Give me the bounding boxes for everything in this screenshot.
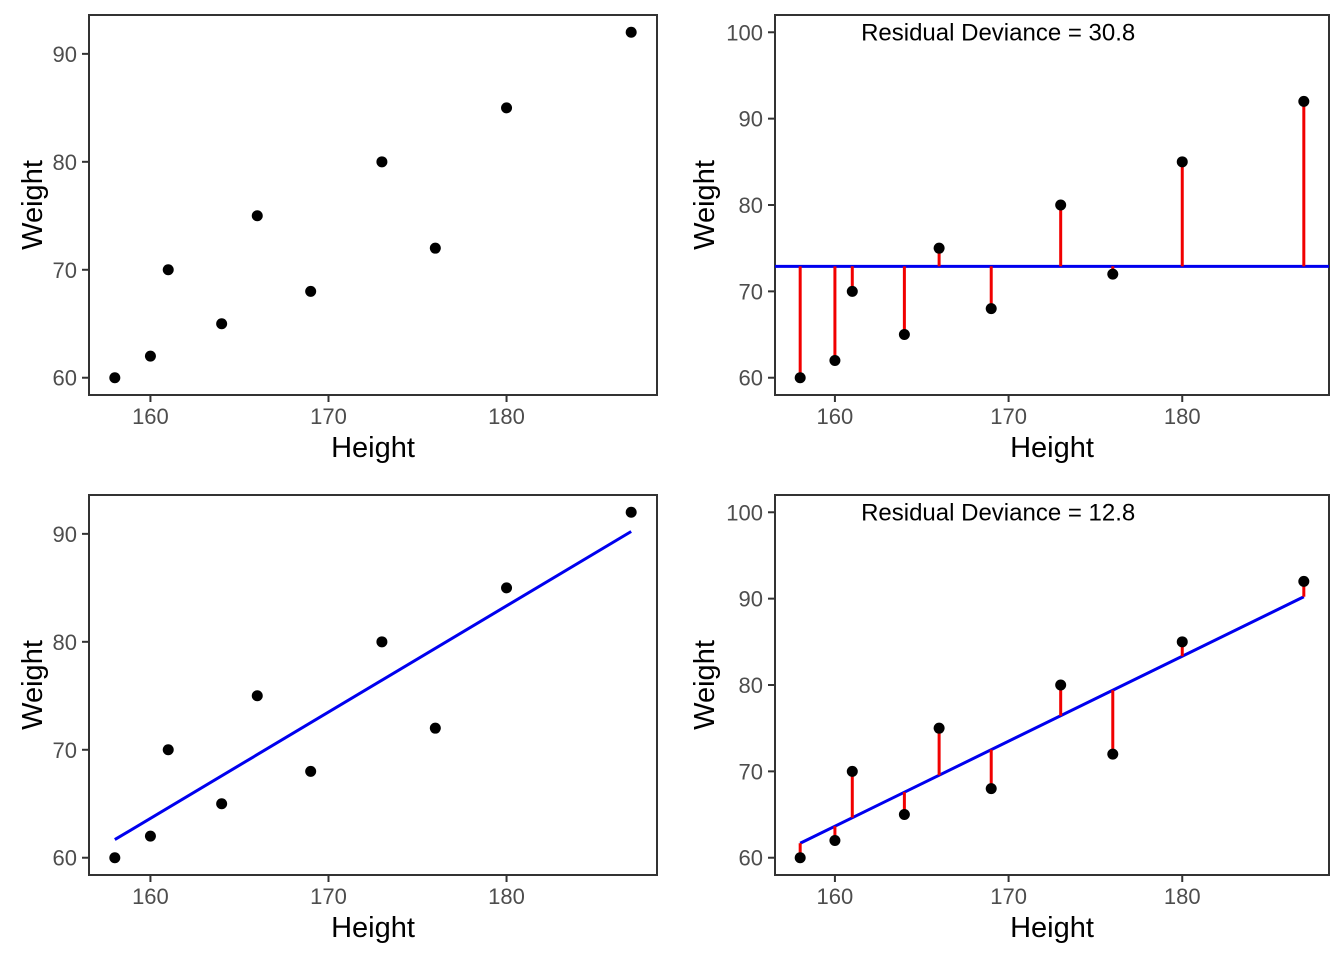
- data-point: [898, 809, 910, 821]
- data-point: [429, 242, 441, 254]
- chart-mean-model-residuals: 160 170 180 60 70 80 90 100 Height Weight Residual…: [689, 14, 1330, 464]
- y-axis-tick-label: 100: [726, 500, 763, 525]
- x-axis-tick-label: 170: [310, 884, 347, 909]
- x-axis-tick-label: 160: [817, 404, 854, 429]
- data-point: [216, 318, 228, 330]
- y-axis-title: Weight: [17, 160, 49, 250]
- y-axis-title: Weight: [689, 640, 721, 730]
- data-point: [144, 350, 156, 362]
- data-point: [501, 102, 513, 114]
- y-axis-title: Weight: [689, 160, 721, 250]
- x-axis-title: Height: [331, 432, 415, 464]
- x-axis-tick-label: 180: [488, 404, 525, 429]
- panel-border: [88, 494, 658, 876]
- x-axis-tick-label: 170: [990, 404, 1027, 429]
- data-point: [846, 765, 858, 777]
- y-axis-tick-label: 60: [739, 846, 763, 871]
- data-point: [109, 852, 121, 864]
- fit-line: [114, 530, 632, 841]
- data-point: [162, 264, 174, 276]
- x-axis-tick-label: 160: [132, 404, 169, 429]
- data-point: [305, 285, 317, 297]
- x-axis-title: Height: [331, 912, 415, 944]
- data-point: [933, 722, 945, 734]
- panel-border: [774, 14, 1330, 396]
- data-point: [501, 582, 513, 594]
- data-point: [251, 690, 263, 702]
- panel-observed-scatter: 160 170 180 60 70 80 90 Height Weight: [0, 0, 672, 480]
- y-axis-tick-label: 90: [739, 107, 763, 132]
- panel-fitted-regression-line: 160 170 180 60 70 80 90 Height Weight: [0, 480, 672, 960]
- data-point: [625, 506, 637, 518]
- y-axis-tick-label: 70: [53, 738, 77, 763]
- data-point: [933, 242, 945, 254]
- data-point: [898, 329, 910, 341]
- data-point: [1176, 156, 1188, 168]
- data-point: [625, 26, 637, 38]
- y-axis-tick-label: 70: [739, 759, 763, 784]
- data-point: [305, 765, 317, 777]
- panel-regression-model-residuals: 160 170 180 60 70 80 90 100 Height Weight Residual…: [672, 480, 1344, 960]
- data-point: [1176, 636, 1188, 648]
- data-point: [1055, 679, 1067, 691]
- data-point: [1298, 575, 1310, 587]
- x-axis-title: Height: [1010, 912, 1094, 944]
- panel-mean-model-residuals: 160 170 180 60 70 80 90 100 Height Weight Residual…: [672, 0, 1344, 480]
- y-axis-tick-label: 80: [53, 150, 77, 175]
- data-point: [829, 834, 841, 846]
- y-axis-tick-label: 60: [53, 366, 77, 391]
- y-axis-tick-label: 80: [739, 193, 763, 218]
- data-point: [216, 798, 228, 810]
- chart-regression-model-residuals: 160 170 180 60 70 80 90 100 Height Weight Residual…: [689, 494, 1330, 944]
- y-axis-tick-label: 70: [739, 279, 763, 304]
- data-point: [846, 285, 858, 297]
- x-axis-title: Height: [1010, 432, 1094, 464]
- chart-fitted-regression-line: 160 170 180 60 70 80 90 Height Weight: [17, 494, 658, 944]
- x-axis-tick-label: 160: [817, 884, 854, 909]
- panel-border: [88, 14, 658, 396]
- data-point: [1107, 748, 1119, 760]
- x-axis-tick-label: 180: [1164, 884, 1201, 909]
- chart-observed-scatter: 160 170 180 60 70 80 90 Height Weight: [17, 14, 658, 464]
- panel-border: [774, 494, 1330, 876]
- y-axis-tick-label: 80: [739, 673, 763, 698]
- data-point: [162, 744, 174, 756]
- y-axis-tick-label: 100: [726, 20, 763, 45]
- data-point: [251, 210, 263, 222]
- residual-deviance-annotation: Residual Deviance = 12.8: [861, 499, 1135, 526]
- x-axis-tick-label: 160: [132, 884, 169, 909]
- data-point: [429, 722, 441, 734]
- fit-line: [799, 595, 1305, 845]
- y-axis-title: Weight: [17, 640, 49, 730]
- y-axis-tick-label: 60: [739, 366, 763, 391]
- y-axis-tick-label: 90: [53, 42, 77, 67]
- data-point: [376, 156, 388, 168]
- x-axis-tick-label: 170: [310, 404, 347, 429]
- y-axis-tick-label: 60: [53, 846, 77, 871]
- data-point: [794, 852, 806, 864]
- y-axis-tick-label: 90: [739, 587, 763, 612]
- data-point: [1107, 268, 1119, 280]
- data-point: [794, 372, 806, 384]
- x-axis-tick-label: 180: [1164, 404, 1201, 429]
- data-point: [1055, 199, 1067, 211]
- data-point: [829, 354, 841, 366]
- data-point: [1298, 95, 1310, 107]
- x-axis-tick-label: 180: [488, 884, 525, 909]
- residual-deviance-annotation: Residual Deviance = 30.8: [861, 19, 1135, 46]
- data-point: [109, 372, 121, 384]
- x-axis-tick-label: 170: [990, 884, 1027, 909]
- data-point: [144, 830, 156, 842]
- y-axis-tick-label: 80: [53, 630, 77, 655]
- y-axis-tick-label: 70: [53, 258, 77, 283]
- y-axis-tick-label: 90: [53, 522, 77, 547]
- data-point: [985, 303, 997, 315]
- data-point: [985, 783, 997, 795]
- data-point: [376, 636, 388, 648]
